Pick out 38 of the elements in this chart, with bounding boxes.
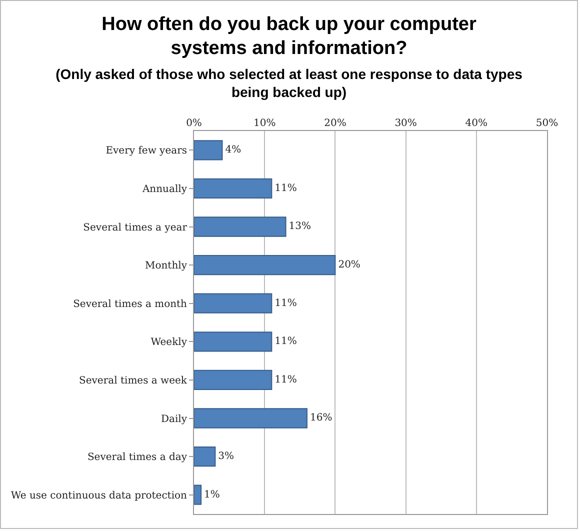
data-label: 11%	[274, 336, 297, 348]
x-tick-label: 40%	[465, 118, 488, 129]
data-label: 11%	[274, 182, 297, 194]
x-tick-label: 50%	[536, 118, 558, 129]
bar	[194, 408, 308, 428]
x-tick-label: 10%	[253, 118, 276, 129]
chart-subtitle: (Only asked of those who selected at least one response to data types being backed up)	[54, 65, 524, 101]
data-label: 20%	[338, 260, 360, 271]
data-label: 16%	[310, 412, 332, 424]
y-tick-label: We use continuous data protection	[10, 490, 188, 502]
bar	[194, 216, 286, 237]
data-label: 11%	[274, 298, 297, 309]
data-label: 11%	[274, 374, 297, 386]
bar	[194, 370, 272, 390]
chart-title: How often do you back up your computer systems and information?	[100, 13, 478, 61]
y-tick-label: Several times a day	[87, 452, 188, 464]
y-tick-label: Annually	[141, 184, 188, 195]
data-label: 3%	[218, 451, 234, 462]
y-tick-label: Every few years	[106, 146, 187, 157]
y-tick-label: Several times a week	[79, 375, 188, 386]
bar	[194, 484, 202, 505]
y-tick-label: Daily	[160, 414, 188, 425]
bar	[194, 140, 223, 160]
bar	[194, 446, 216, 467]
y-tick-label: Several times a year	[83, 222, 188, 234]
y-tick-label: Monthly	[144, 260, 188, 272]
y-tick-label: Several times a month	[73, 298, 188, 310]
bar	[194, 332, 272, 352]
x-tick-label: 0%	[186, 118, 202, 129]
data-label: 1%	[204, 489, 220, 500]
bar	[194, 293, 272, 314]
data-label: 4%	[225, 144, 242, 156]
bar	[194, 254, 336, 276]
x-tick-label: 30%	[394, 118, 417, 129]
bar	[194, 178, 272, 199]
data-label: 13%	[288, 221, 312, 232]
y-tick-label: Weekly	[150, 337, 188, 348]
x-tick-label: 20%	[324, 118, 346, 129]
